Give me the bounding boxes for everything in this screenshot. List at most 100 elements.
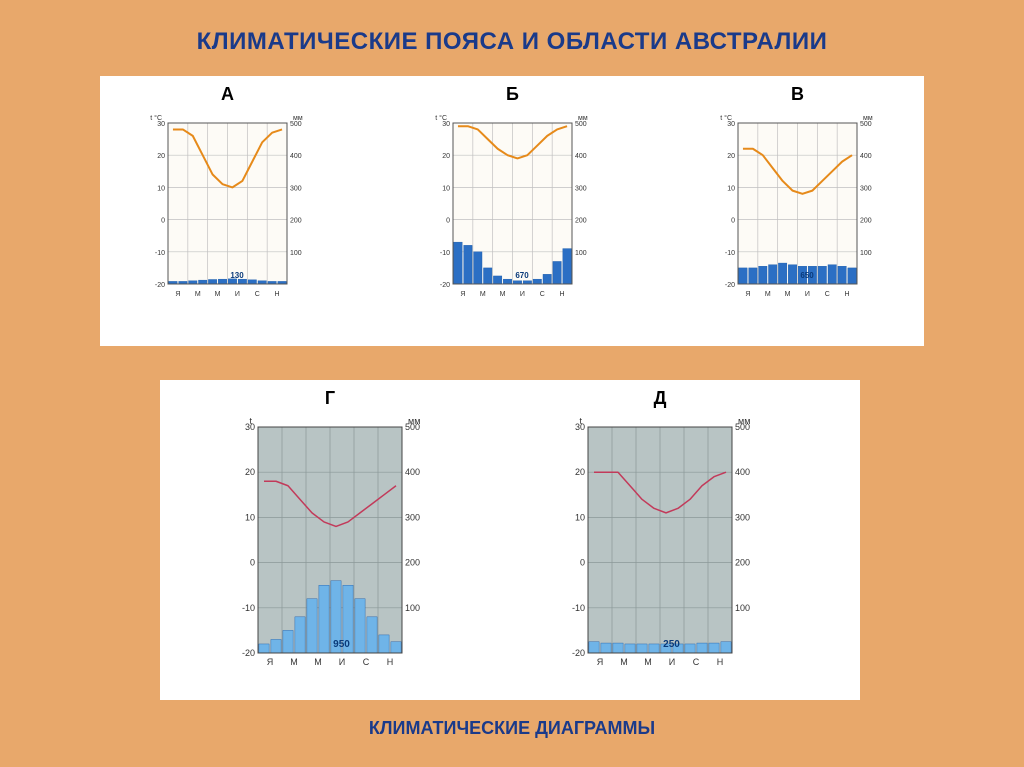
svg-text:И: И [235, 291, 240, 298]
chart-V-wrap: В -20-100102030100200300400500t °CммЯММИ… [710, 84, 885, 304]
svg-text:200: 200 [735, 558, 750, 568]
svg-text:0: 0 [161, 218, 165, 225]
svg-text:670: 670 [515, 271, 529, 280]
chart-G-label: Г [230, 388, 430, 409]
svg-text:-20: -20 [440, 282, 450, 289]
svg-text:20: 20 [245, 467, 255, 477]
svg-text:10: 10 [575, 512, 585, 522]
svg-text:300: 300 [405, 512, 420, 522]
svg-text:20: 20 [157, 153, 165, 160]
svg-text:мм: мм [293, 115, 303, 122]
svg-text:100: 100 [405, 603, 420, 613]
svg-text:С: С [693, 657, 700, 667]
svg-text:30: 30 [442, 121, 450, 128]
svg-text:t °C: t °C [150, 114, 162, 122]
svg-text:М: М [215, 291, 221, 298]
svg-text:200: 200 [575, 218, 587, 225]
svg-text:С: С [540, 291, 545, 298]
svg-text:М: М [195, 291, 201, 298]
top-panel: А -20-100102030100200300400500t °CммЯММИ… [100, 76, 924, 346]
svg-text:С: С [825, 291, 830, 298]
svg-text:400: 400 [290, 153, 302, 160]
svg-text:-20: -20 [155, 282, 165, 289]
chart-B-wrap: Б -20-100102030100200300400500t °CммЯММИ… [425, 84, 600, 304]
svg-text:М: М [644, 657, 652, 667]
svg-text:мм: мм [738, 416, 750, 426]
chart-A-label: А [140, 84, 315, 105]
svg-text:С: С [363, 657, 370, 667]
svg-text:30: 30 [157, 121, 165, 128]
chart-D-label: Д [560, 388, 760, 409]
chart-V-label: В [710, 84, 885, 105]
svg-text:200: 200 [860, 218, 872, 225]
svg-text:20: 20 [727, 153, 735, 160]
svg-text:t °C: t °C [720, 114, 732, 122]
svg-text:Я: Я [267, 657, 274, 667]
svg-text:400: 400 [575, 153, 587, 160]
svg-text:30: 30 [727, 121, 735, 128]
svg-text:М: М [314, 657, 322, 667]
svg-text:500: 500 [575, 121, 587, 128]
svg-text:Я: Я [745, 291, 750, 298]
svg-text:200: 200 [405, 558, 420, 568]
svg-text:300: 300 [860, 185, 872, 192]
svg-text:-10: -10 [725, 250, 735, 257]
chart-G-wrap: Г -20-100102030100200300400500tммЯММИСН9… [230, 388, 430, 673]
svg-text:Н: Н [560, 291, 565, 298]
chart-D-wrap: Д -20-100102030100200300400500tммЯММИСН2… [560, 388, 760, 673]
svg-text:130: 130 [230, 271, 244, 280]
chart-D: -20-100102030100200300400500tммЯММИСН250 [560, 413, 760, 673]
chart-A-wrap: А -20-100102030100200300400500t °CммЯММИ… [140, 84, 315, 304]
svg-text:10: 10 [245, 512, 255, 522]
svg-text:-10: -10 [572, 603, 585, 613]
chart-B-label: Б [425, 84, 600, 105]
bottom-panel: Г -20-100102030100200300400500tммЯММИСН9… [160, 380, 860, 700]
svg-text:мм: мм [863, 115, 873, 122]
svg-text:М: М [500, 291, 506, 298]
svg-text:Н: Н [717, 657, 724, 667]
svg-text:-10: -10 [242, 603, 255, 613]
svg-text:И: И [520, 291, 525, 298]
svg-text:Н: Н [275, 291, 280, 298]
svg-text:Я: Я [597, 657, 604, 667]
chart-G: -20-100102030100200300400500tммЯММИСН950 [230, 413, 430, 673]
svg-text:10: 10 [442, 185, 450, 192]
svg-text:Н: Н [387, 657, 394, 667]
svg-text:-20: -20 [725, 282, 735, 289]
svg-text:Я: Я [460, 291, 465, 298]
svg-text:0: 0 [580, 558, 585, 568]
svg-text:-10: -10 [440, 250, 450, 257]
svg-text:500: 500 [860, 121, 872, 128]
svg-text:М: М [620, 657, 628, 667]
chart-B: -20-100102030100200300400500t °CммЯММИСН… [425, 109, 600, 304]
svg-text:500: 500 [290, 121, 302, 128]
svg-text:М: М [785, 291, 791, 298]
svg-text:0: 0 [446, 218, 450, 225]
svg-text:С: С [255, 291, 260, 298]
svg-text:-20: -20 [572, 648, 585, 658]
svg-text:300: 300 [575, 185, 587, 192]
svg-text:-10: -10 [155, 250, 165, 257]
svg-text:t °C: t °C [435, 114, 447, 122]
svg-text:20: 20 [442, 153, 450, 160]
svg-text:10: 10 [157, 185, 165, 192]
svg-text:100: 100 [860, 250, 872, 257]
page-subtitle: КЛИМАТИЧЕСКИЕ ДИАГРАММЫ [0, 718, 1024, 739]
svg-text:И: И [805, 291, 810, 298]
svg-text:400: 400 [735, 467, 750, 477]
svg-text:М: М [290, 657, 298, 667]
svg-text:И: И [339, 657, 345, 667]
svg-text:300: 300 [735, 512, 750, 522]
svg-text:10: 10 [727, 185, 735, 192]
svg-text:200: 200 [290, 218, 302, 225]
svg-text:650: 650 [800, 271, 814, 280]
svg-text:100: 100 [290, 250, 302, 257]
slide-page: КЛИМАТИЧЕСКИЕ ПОЯСА И ОБЛАСТИ АВСТРАЛИИ … [0, 0, 1024, 767]
svg-text:И: И [669, 657, 675, 667]
svg-text:100: 100 [735, 603, 750, 613]
svg-text:мм: мм [408, 416, 420, 426]
svg-text:Я: Я [175, 291, 180, 298]
svg-text:20: 20 [575, 467, 585, 477]
svg-text:Н: Н [845, 291, 850, 298]
chart-V: -20-100102030100200300400500t °CммЯММИСН… [710, 109, 885, 304]
